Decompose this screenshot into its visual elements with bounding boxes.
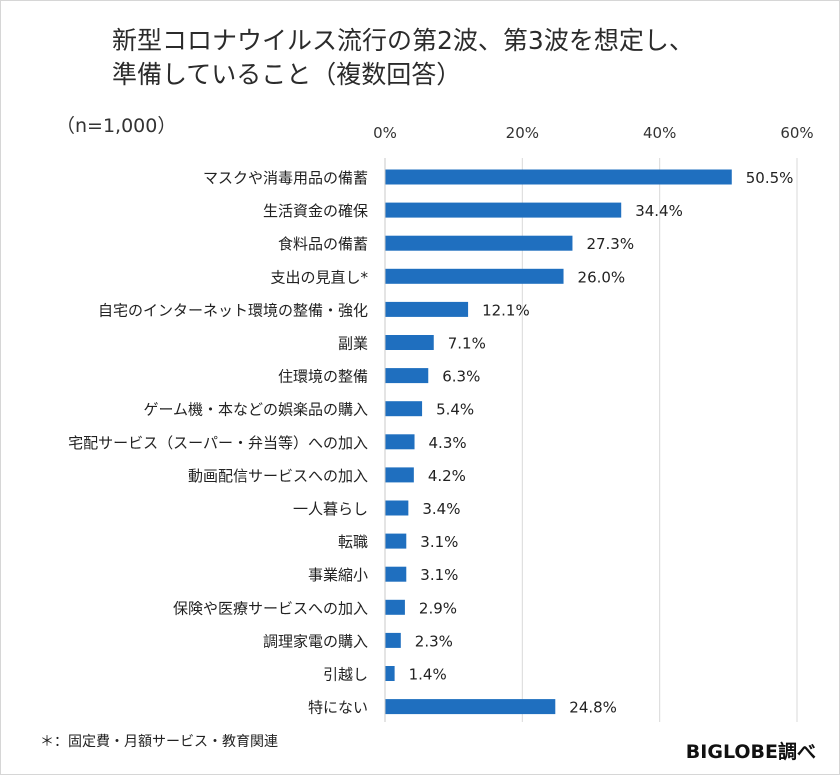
bar: [385, 368, 429, 384]
bar: [385, 335, 434, 350]
bar: [385, 401, 423, 417]
bar: [385, 632, 401, 648]
data-label: 6.3%: [442, 368, 480, 386]
bar: [385, 533, 407, 549]
category-label: 食料品の備蓄: [278, 235, 368, 253]
category-label: 保険や医療サービスへの加入: [173, 599, 368, 617]
category-label: 引越し: [323, 666, 368, 684]
category-label: 一人暮らし: [293, 500, 368, 518]
bar: [385, 202, 622, 218]
data-label: 4.3%: [429, 434, 467, 452]
category-label: 生活資金の確保: [263, 202, 368, 220]
bar: [385, 566, 407, 582]
x-tick-label: 60%: [780, 124, 813, 142]
bar: [385, 434, 415, 450]
category-label: マスクや消毒用品の備蓄: [203, 169, 368, 187]
bar: [385, 169, 732, 185]
category-label: 特にない: [308, 699, 368, 717]
data-label: 27.3%: [586, 235, 634, 253]
sample-size-label: （n=1,000）: [56, 115, 177, 137]
bar: [385, 268, 564, 284]
data-label: 24.8%: [569, 699, 617, 717]
x-tick-label: 0%: [373, 124, 397, 142]
bar: [385, 699, 556, 715]
data-label: 12.1%: [482, 301, 530, 319]
data-label: 3.4%: [422, 500, 460, 518]
bar: [385, 467, 414, 483]
category-label: ゲーム機・本などの娯楽品の購入: [143, 401, 368, 419]
bar: [385, 235, 573, 251]
data-label: 7.1%: [448, 335, 486, 353]
category-label: 動画配信サービスへの加入: [188, 467, 368, 485]
data-label: 26.0%: [578, 268, 626, 286]
category-label: 事業縮小: [308, 566, 368, 584]
data-label: 2.3%: [415, 632, 453, 650]
category-label: 自宅のインターネット環境の整備・強化: [98, 301, 368, 319]
category-label: 調理家電の購入: [263, 632, 368, 650]
data-label: 50.5%: [746, 169, 794, 187]
data-label: 34.4%: [635, 202, 683, 220]
bar: [385, 301, 469, 317]
category-label: 住環境の整備: [278, 368, 368, 386]
x-tick-label: 40%: [643, 124, 676, 142]
data-label: 2.9%: [419, 599, 457, 617]
chart-title-line-1: 新型コロナウイルス流行の第2波、第3波を想定し、: [112, 26, 694, 55]
data-label: 3.1%: [420, 566, 458, 584]
category-label: 転職: [338, 533, 368, 551]
data-label: 1.4%: [409, 666, 447, 684]
bar: [385, 500, 409, 516]
data-label: 3.1%: [420, 533, 458, 551]
bar: [385, 666, 395, 681]
data-label: 4.2%: [428, 467, 466, 485]
source-label: BIGLOBE調べ: [685, 741, 816, 763]
category-label: 副業: [338, 335, 368, 353]
bar: [385, 599, 405, 615]
chart-title-line-2: 準備していること（複数回答）: [112, 60, 462, 89]
x-tick-label: 20%: [506, 124, 539, 142]
footnote: ＊：固定費・月額サービス・教育関連: [40, 734, 278, 750]
chart-title: 新型コロナウイルス流行の第2波、第3波を想定し、 準備していること（複数回答）: [112, 24, 694, 92]
category-label: 支出の見直し*: [270, 268, 368, 286]
category-label: 宅配サービス（スーパー・弁当等）への加入: [68, 434, 368, 452]
data-label: 5.4%: [436, 401, 474, 419]
